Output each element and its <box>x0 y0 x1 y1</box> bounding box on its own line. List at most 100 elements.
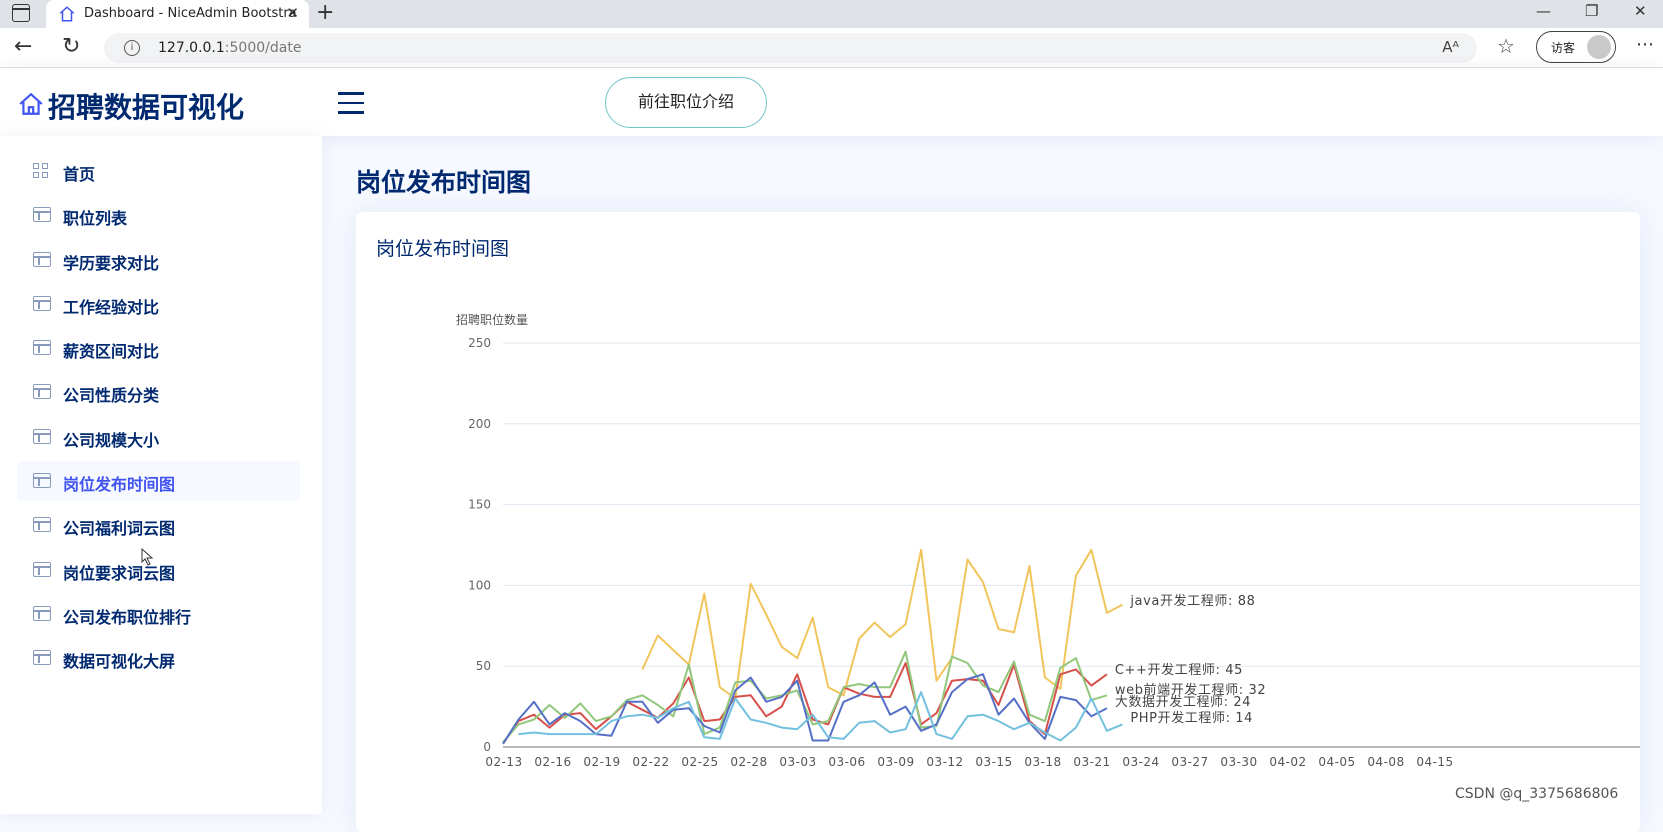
profile-label: 访客 <box>1551 41 1576 55</box>
series-line <box>502 662 1108 745</box>
sidebar-item-label: 职位列表 <box>63 209 128 228</box>
y-tick-label: 250 <box>468 336 491 350</box>
series-end-label: 大数据开发工程师: 24 <box>1115 694 1251 710</box>
x-tick-label: 02-13 <box>485 755 522 769</box>
layout-icon <box>33 562 51 577</box>
sidebar-item[interactable]: 公司规模大小 <box>17 417 300 457</box>
url-path: :5000/date <box>224 40 302 56</box>
layout-icon <box>33 384 51 399</box>
series-line <box>502 673 1108 745</box>
x-tick-label: 02-16 <box>534 755 571 769</box>
series-end-label: C++开发工程师: 45 <box>1115 662 1243 678</box>
logo[interactable]: 招聘数据可视化 <box>18 86 244 126</box>
home-icon <box>59 6 75 22</box>
series-end-label: java开发工程师: 88 <box>1129 593 1255 609</box>
sidebar-item[interactable]: 职位列表 <box>17 195 300 235</box>
logo-text: 招聘数据可视化 <box>48 91 245 124</box>
y-tick-label: 50 <box>476 659 491 673</box>
layout-icon <box>33 296 51 311</box>
sidebar-item-label: 首页 <box>63 165 96 184</box>
layout-icon <box>33 429 51 444</box>
sidebar-item-label: 公司发布职位排行 <box>63 608 192 627</box>
minimize-icon[interactable]: — <box>1536 2 1551 20</box>
sidebar-item-label: 薪资区间对比 <box>63 342 160 361</box>
avatar-icon <box>1587 35 1611 59</box>
layout-icon <box>33 606 51 621</box>
watermark: CSDN @q_3375686806 <box>1455 786 1619 802</box>
y-axis-label: 招聘职位数量 <box>456 312 528 327</box>
browser-tab[interactable]: Dashboard - NiceAdmin Bootstra ✕ <box>46 0 309 28</box>
url-host: 127.0.0.1 <box>158 40 225 56</box>
sidebar-item[interactable]: 岗位要求词云图 <box>17 550 300 590</box>
sidebar-item[interactable]: 首页 <box>17 151 300 191</box>
sidebar-item[interactable]: 岗位发布时间图 <box>17 461 300 501</box>
restore-icon[interactable]: ❐ <box>1585 2 1599 20</box>
more-icon[interactable]: ⋯ <box>1636 34 1654 55</box>
list-icon <box>33 207 51 222</box>
home-icon <box>19 92 43 115</box>
sidebar: 首页职位列表学历要求对比 工作经验对比 薪资区间对比 公司性质分类 公司规模大小 岗位发布… <box>0 136 322 814</box>
sidebar-item[interactable]: 公司福利词云图 <box>17 505 300 545</box>
chart-card: 岗位发布时间图 招聘职位数量 0 50 100 150 200 250 02-13 02-16 0… <box>356 212 1640 832</box>
mouse-cursor-icon <box>141 548 154 566</box>
x-tick-label: 03-09 <box>877 755 914 769</box>
sidebar-item-label: 学历要求对比 <box>63 254 160 273</box>
menu-toggle-icon[interactable] <box>338 92 364 114</box>
close-window-icon[interactable]: ✕ <box>1634 2 1647 20</box>
y-tick-label: 200 <box>468 417 491 431</box>
series-line <box>641 548 1123 700</box>
x-tick-label: 03-27 <box>1171 755 1208 769</box>
y-tick-label: 0 <box>483 740 491 754</box>
tab-title: Dashboard - NiceAdmin Bootstra <box>84 6 297 21</box>
series-end-label: PHP开发工程师: 14 <box>1130 710 1253 726</box>
info-icon[interactable]: i <box>124 40 140 56</box>
url-field[interactable]: i 127.0.0.1:5000/date Aᴬ <box>104 33 1477 63</box>
window-menu-icon[interactable] <box>12 4 30 22</box>
x-tick-label: 04-02 <box>1269 755 1306 769</box>
layout-icon <box>33 340 51 355</box>
sidebar-item[interactable]: 数据可视化大屏 <box>17 638 300 678</box>
sidebar-item-label: 岗位发布时间图 <box>63 475 176 494</box>
x-tick-label: 03-03 <box>779 755 816 769</box>
layout-icon <box>33 252 51 267</box>
profile-button[interactable]: 访客 <box>1536 31 1616 63</box>
new-tab-icon[interactable]: + <box>316 0 335 25</box>
x-tick-label: 04-15 <box>1416 755 1453 769</box>
sidebar-item[interactable]: 薪资区间对比 <box>17 328 300 368</box>
layout-icon <box>33 473 51 488</box>
app-header: 招聘数据可视化 前往职位介绍 <box>0 68 1663 136</box>
sidebar-item[interactable]: 公司发布职位排行 <box>17 594 300 634</box>
x-tick-label: 03-21 <box>1073 755 1110 769</box>
layout-icon <box>33 517 51 532</box>
address-bar: ← ↻ i 127.0.0.1:5000/date Aᴬ ☆ 访客 ⋯ <box>0 28 1663 68</box>
goto-job-intro-button[interactable]: 前往职位介绍 <box>605 77 767 128</box>
x-tick-label: 02-25 <box>681 755 718 769</box>
x-tick-label: 03-06 <box>828 755 865 769</box>
back-icon[interactable]: ← <box>14 34 33 59</box>
close-tab-icon[interactable]: ✕ <box>286 4 299 22</box>
reload-icon[interactable]: ↻ <box>62 34 81 59</box>
sidebar-item[interactable]: 学历要求对比 <box>17 240 300 280</box>
sidebar-item-label: 公司规模大小 <box>63 431 160 450</box>
x-tick-label: 04-08 <box>1367 755 1404 769</box>
sidebar-item[interactable]: 工作经验对比 <box>17 284 300 324</box>
sidebar-item-label: 工作经验对比 <box>63 298 160 317</box>
page-title: 岗位发布时间图 <box>356 168 532 197</box>
favorites-icon[interactable]: ☆ <box>1497 34 1515 58</box>
y-tick-label: 150 <box>468 498 491 512</box>
line-chart: 招聘职位数量 0 50 100 150 200 250 02-13 02-16 02-19 02-2… <box>456 312 1640 769</box>
x-tick-label: 03-15 <box>975 755 1012 769</box>
series-line <box>518 691 1123 742</box>
sidebar-item-label: 公司性质分类 <box>63 386 160 405</box>
x-tick-label: 02-22 <box>632 755 669 769</box>
sidebar-item[interactable]: 公司性质分类 <box>17 372 300 412</box>
read-aloud-icon[interactable]: Aᴬ <box>1442 38 1459 56</box>
card-title: 岗位发布时间图 <box>376 238 510 260</box>
x-tick-label: 02-28 <box>730 755 767 769</box>
x-tick-label: 04-05 <box>1318 755 1355 769</box>
layout-icon <box>33 650 51 665</box>
sidebar-item-label: 岗位要求词云图 <box>63 564 176 583</box>
browser-tab-bar: Dashboard - NiceAdmin Bootstra ✕ + — ❐ ✕ <box>0 0 1663 28</box>
sidebar-item-label: 公司福利词云图 <box>63 519 176 538</box>
x-tick-label: 03-24 <box>1122 755 1159 769</box>
